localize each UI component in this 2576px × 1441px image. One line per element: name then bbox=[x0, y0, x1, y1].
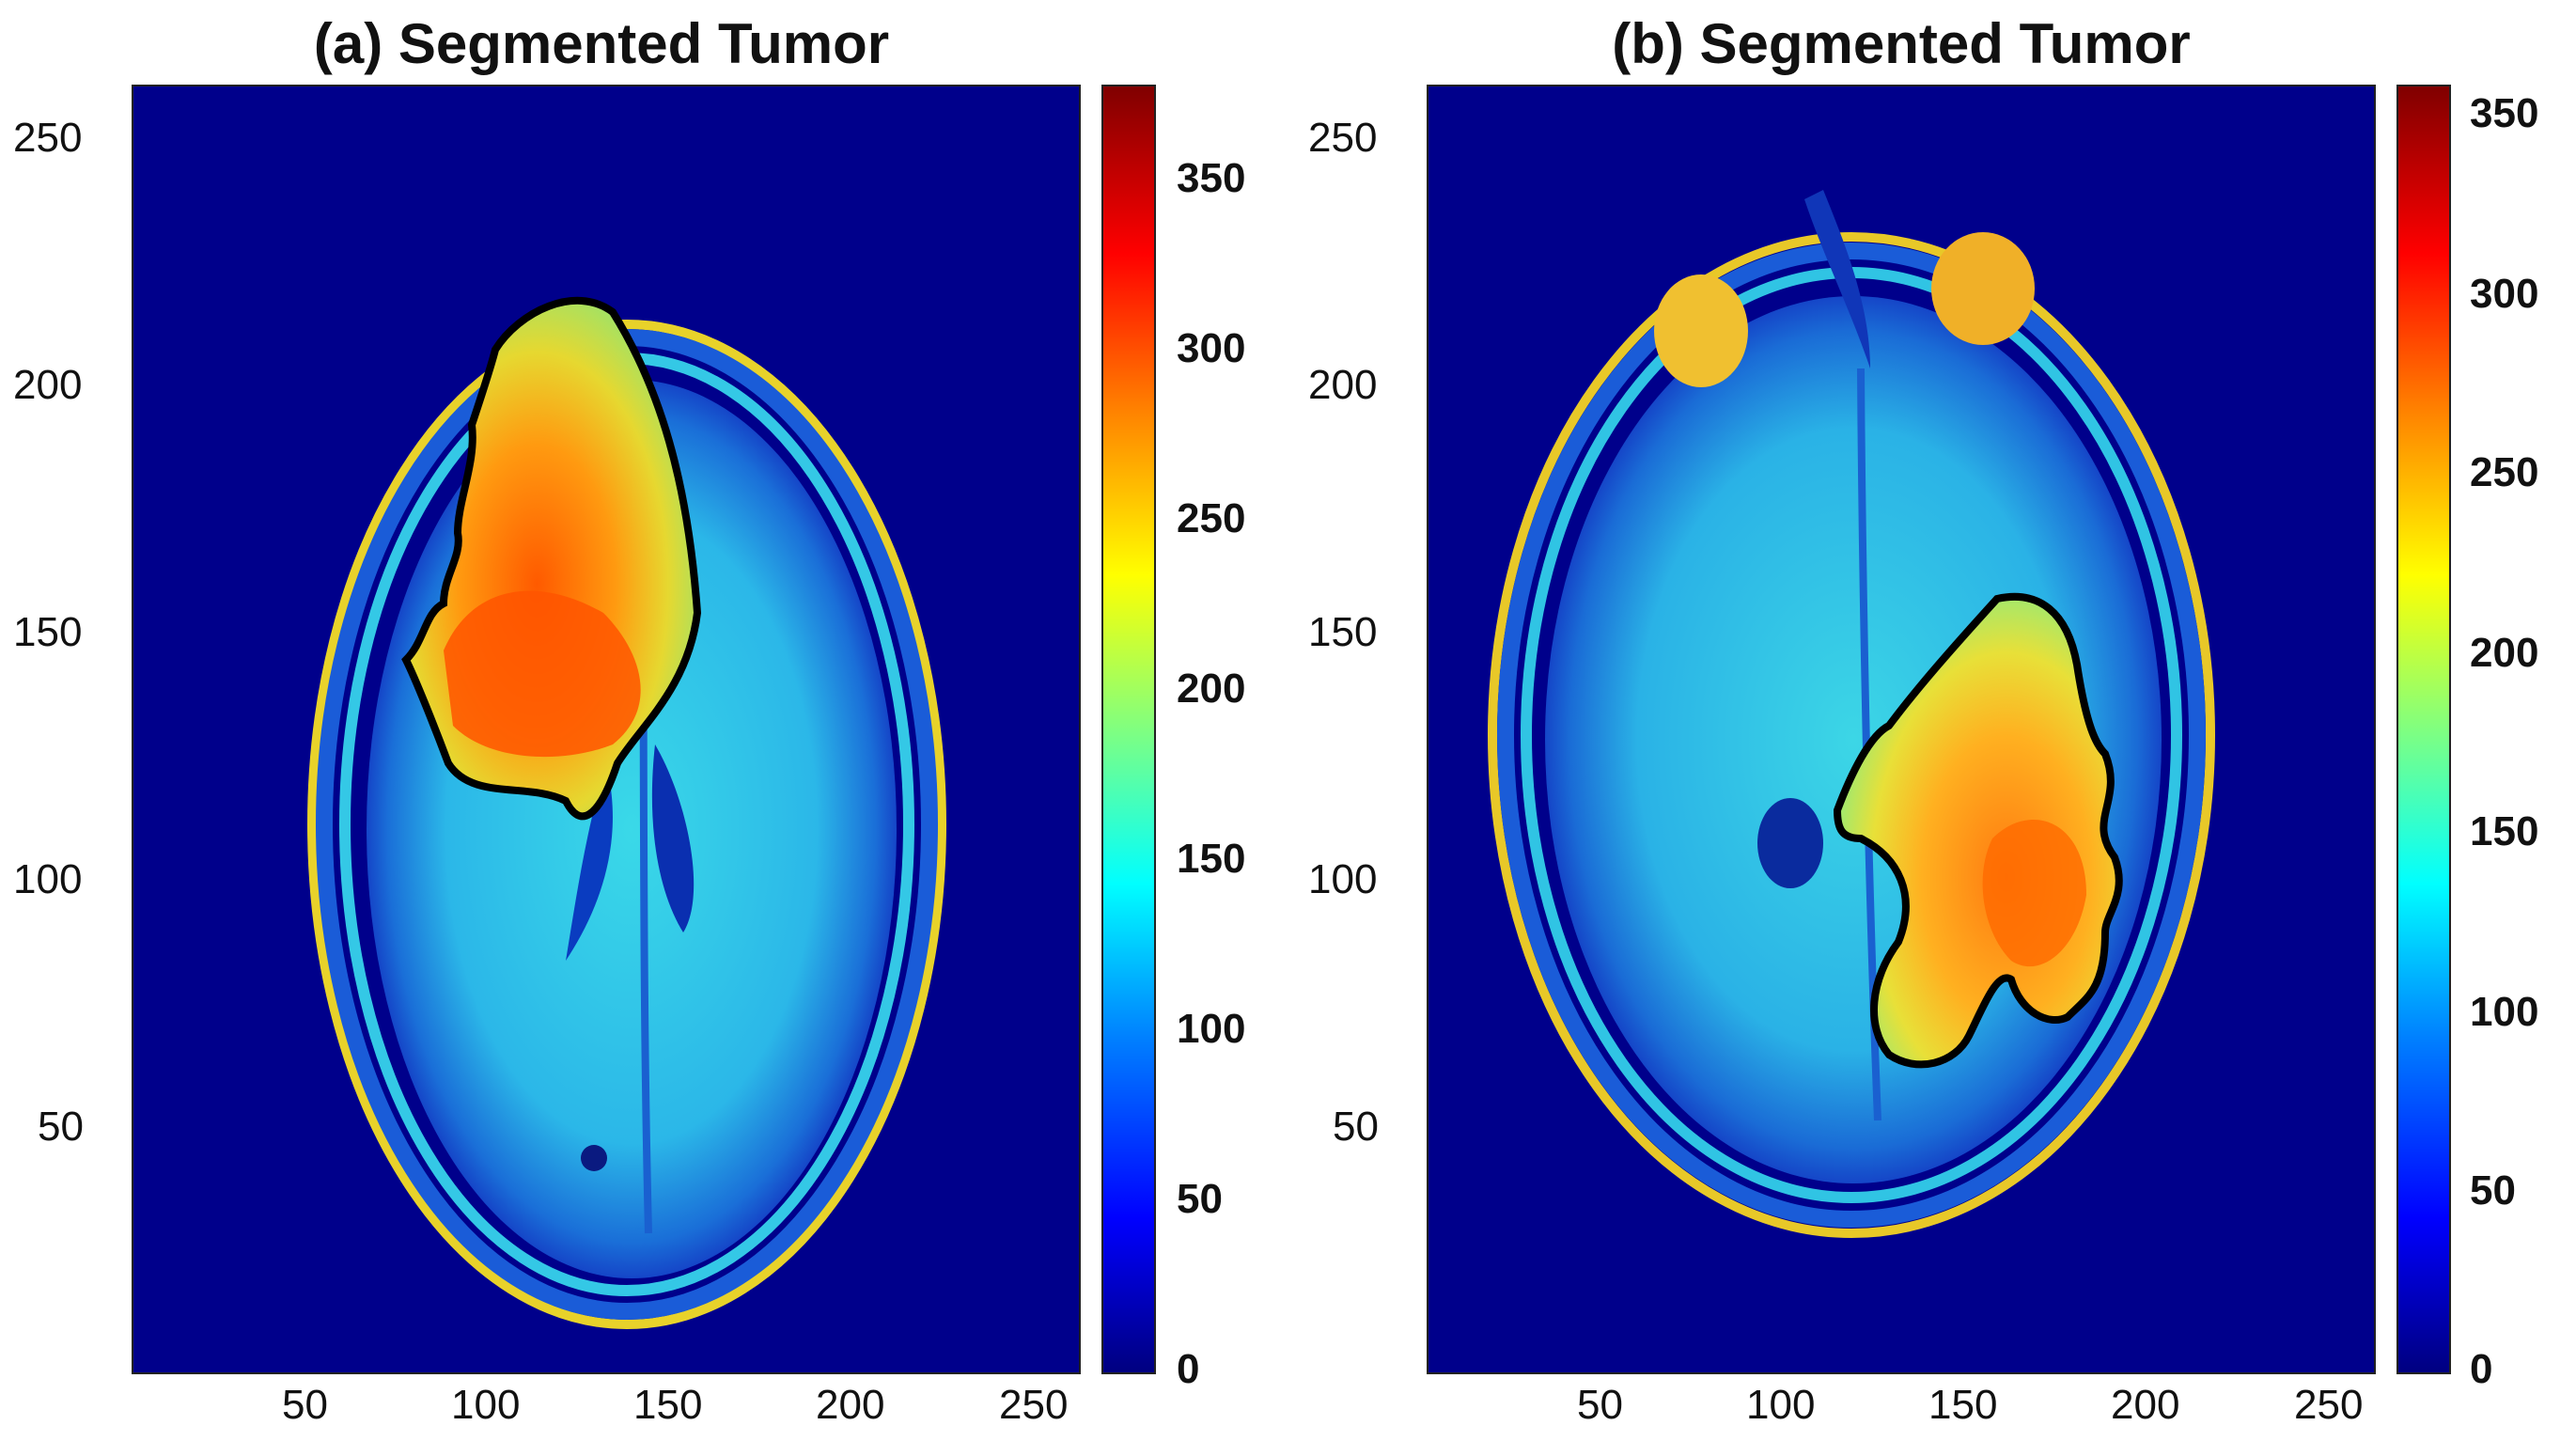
skull-halo-b bbox=[1497, 243, 2206, 1228]
frontal-notch-b bbox=[1804, 190, 1870, 368]
skull-outer-a bbox=[307, 320, 946, 1329]
panel-a-xtick: 100 bbox=[451, 1382, 521, 1428]
tumor-core-b bbox=[1982, 820, 2086, 967]
ventricle-b bbox=[1757, 798, 1823, 888]
panel-a-ytick: 50 bbox=[38, 1104, 84, 1150]
ventricle-a bbox=[651, 744, 695, 932]
panel-b-xtick: 150 bbox=[1928, 1382, 1998, 1428]
panel-a-colorbar bbox=[1101, 85, 1156, 1374]
panel-a-xtick: 50 bbox=[282, 1382, 328, 1428]
panel-a-xtick: 200 bbox=[816, 1382, 885, 1428]
panel-b-title: (b) Segmented Tumor bbox=[1612, 12, 2191, 75]
panel-b-cbar-tick: 350 bbox=[2470, 90, 2539, 136]
panel-a-cbar-tick: 100 bbox=[1177, 1006, 1246, 1052]
panel-b-cbar-tick: 300 bbox=[2470, 271, 2539, 317]
tumor-contour-b bbox=[1833, 592, 2123, 1069]
panel-b-ytick: 50 bbox=[1333, 1104, 1379, 1150]
panel-b-xtick: 100 bbox=[1746, 1382, 1816, 1428]
panel-a-cbar-tick: 200 bbox=[1177, 666, 1246, 712]
panel-b-ytick: 150 bbox=[1308, 609, 1378, 655]
panel-b-ytick: 200 bbox=[1308, 362, 1378, 408]
panel-b-xtick: 50 bbox=[1577, 1382, 1623, 1428]
panel-a-cbar-tick: 50 bbox=[1177, 1176, 1223, 1222]
panel-b-ytick: 100 bbox=[1308, 856, 1378, 902]
panel-b-colorbar bbox=[2396, 85, 2451, 1374]
panel-b-cbar-tick: 50 bbox=[2470, 1167, 2516, 1214]
mri-scan-b bbox=[1488, 190, 2215, 1238]
panel-a-cbar-tick: 0 bbox=[1177, 1346, 1200, 1392]
panel-a-cbar-tick: 300 bbox=[1177, 325, 1246, 371]
frontal-lobe-left-b bbox=[1654, 274, 1748, 387]
mri-scan-a bbox=[307, 296, 946, 1329]
panel-a-title: (a) Segmented Tumor bbox=[313, 12, 890, 75]
panel-b-xtick: 200 bbox=[2111, 1382, 2180, 1428]
frontal-lobe-right-b bbox=[1931, 232, 2035, 345]
ventricle-a2 bbox=[566, 773, 613, 961]
panel-a-ytick: 150 bbox=[13, 609, 83, 655]
panel-b-xtick: 250 bbox=[2294, 1382, 2364, 1428]
panel-b-cbar-tick: 250 bbox=[2470, 449, 2539, 495]
panel-b-image bbox=[1427, 85, 2376, 1374]
panel-b-cbar-tick: 150 bbox=[2470, 808, 2539, 854]
panel-a-cbar-tick: 350 bbox=[1177, 155, 1246, 201]
panel-b-cbar-tick: 200 bbox=[2470, 630, 2539, 676]
tumor-contour-a bbox=[401, 296, 702, 821]
panel-a-xtick: 250 bbox=[999, 1382, 1069, 1428]
panel-a-ytick: 100 bbox=[13, 856, 83, 902]
panel-a-cbar-tick: 150 bbox=[1177, 836, 1246, 882]
panel-a-image bbox=[132, 85, 1081, 1374]
skull-outer-b bbox=[1488, 232, 2215, 1238]
panel-a-xtick: 150 bbox=[633, 1382, 703, 1428]
panel-b-cbar-tick: 0 bbox=[2470, 1346, 2493, 1392]
panel-b-cbar-tick: 100 bbox=[2470, 989, 2539, 1035]
panel-a-ytick: 250 bbox=[13, 115, 83, 161]
panel-a-ytick: 200 bbox=[13, 362, 83, 408]
dark-spot-a bbox=[581, 1145, 607, 1171]
tumor-core-a bbox=[444, 590, 641, 758]
panel-b-ytick: 250 bbox=[1308, 115, 1378, 161]
panel-a-cbar-tick: 250 bbox=[1177, 495, 1246, 541]
